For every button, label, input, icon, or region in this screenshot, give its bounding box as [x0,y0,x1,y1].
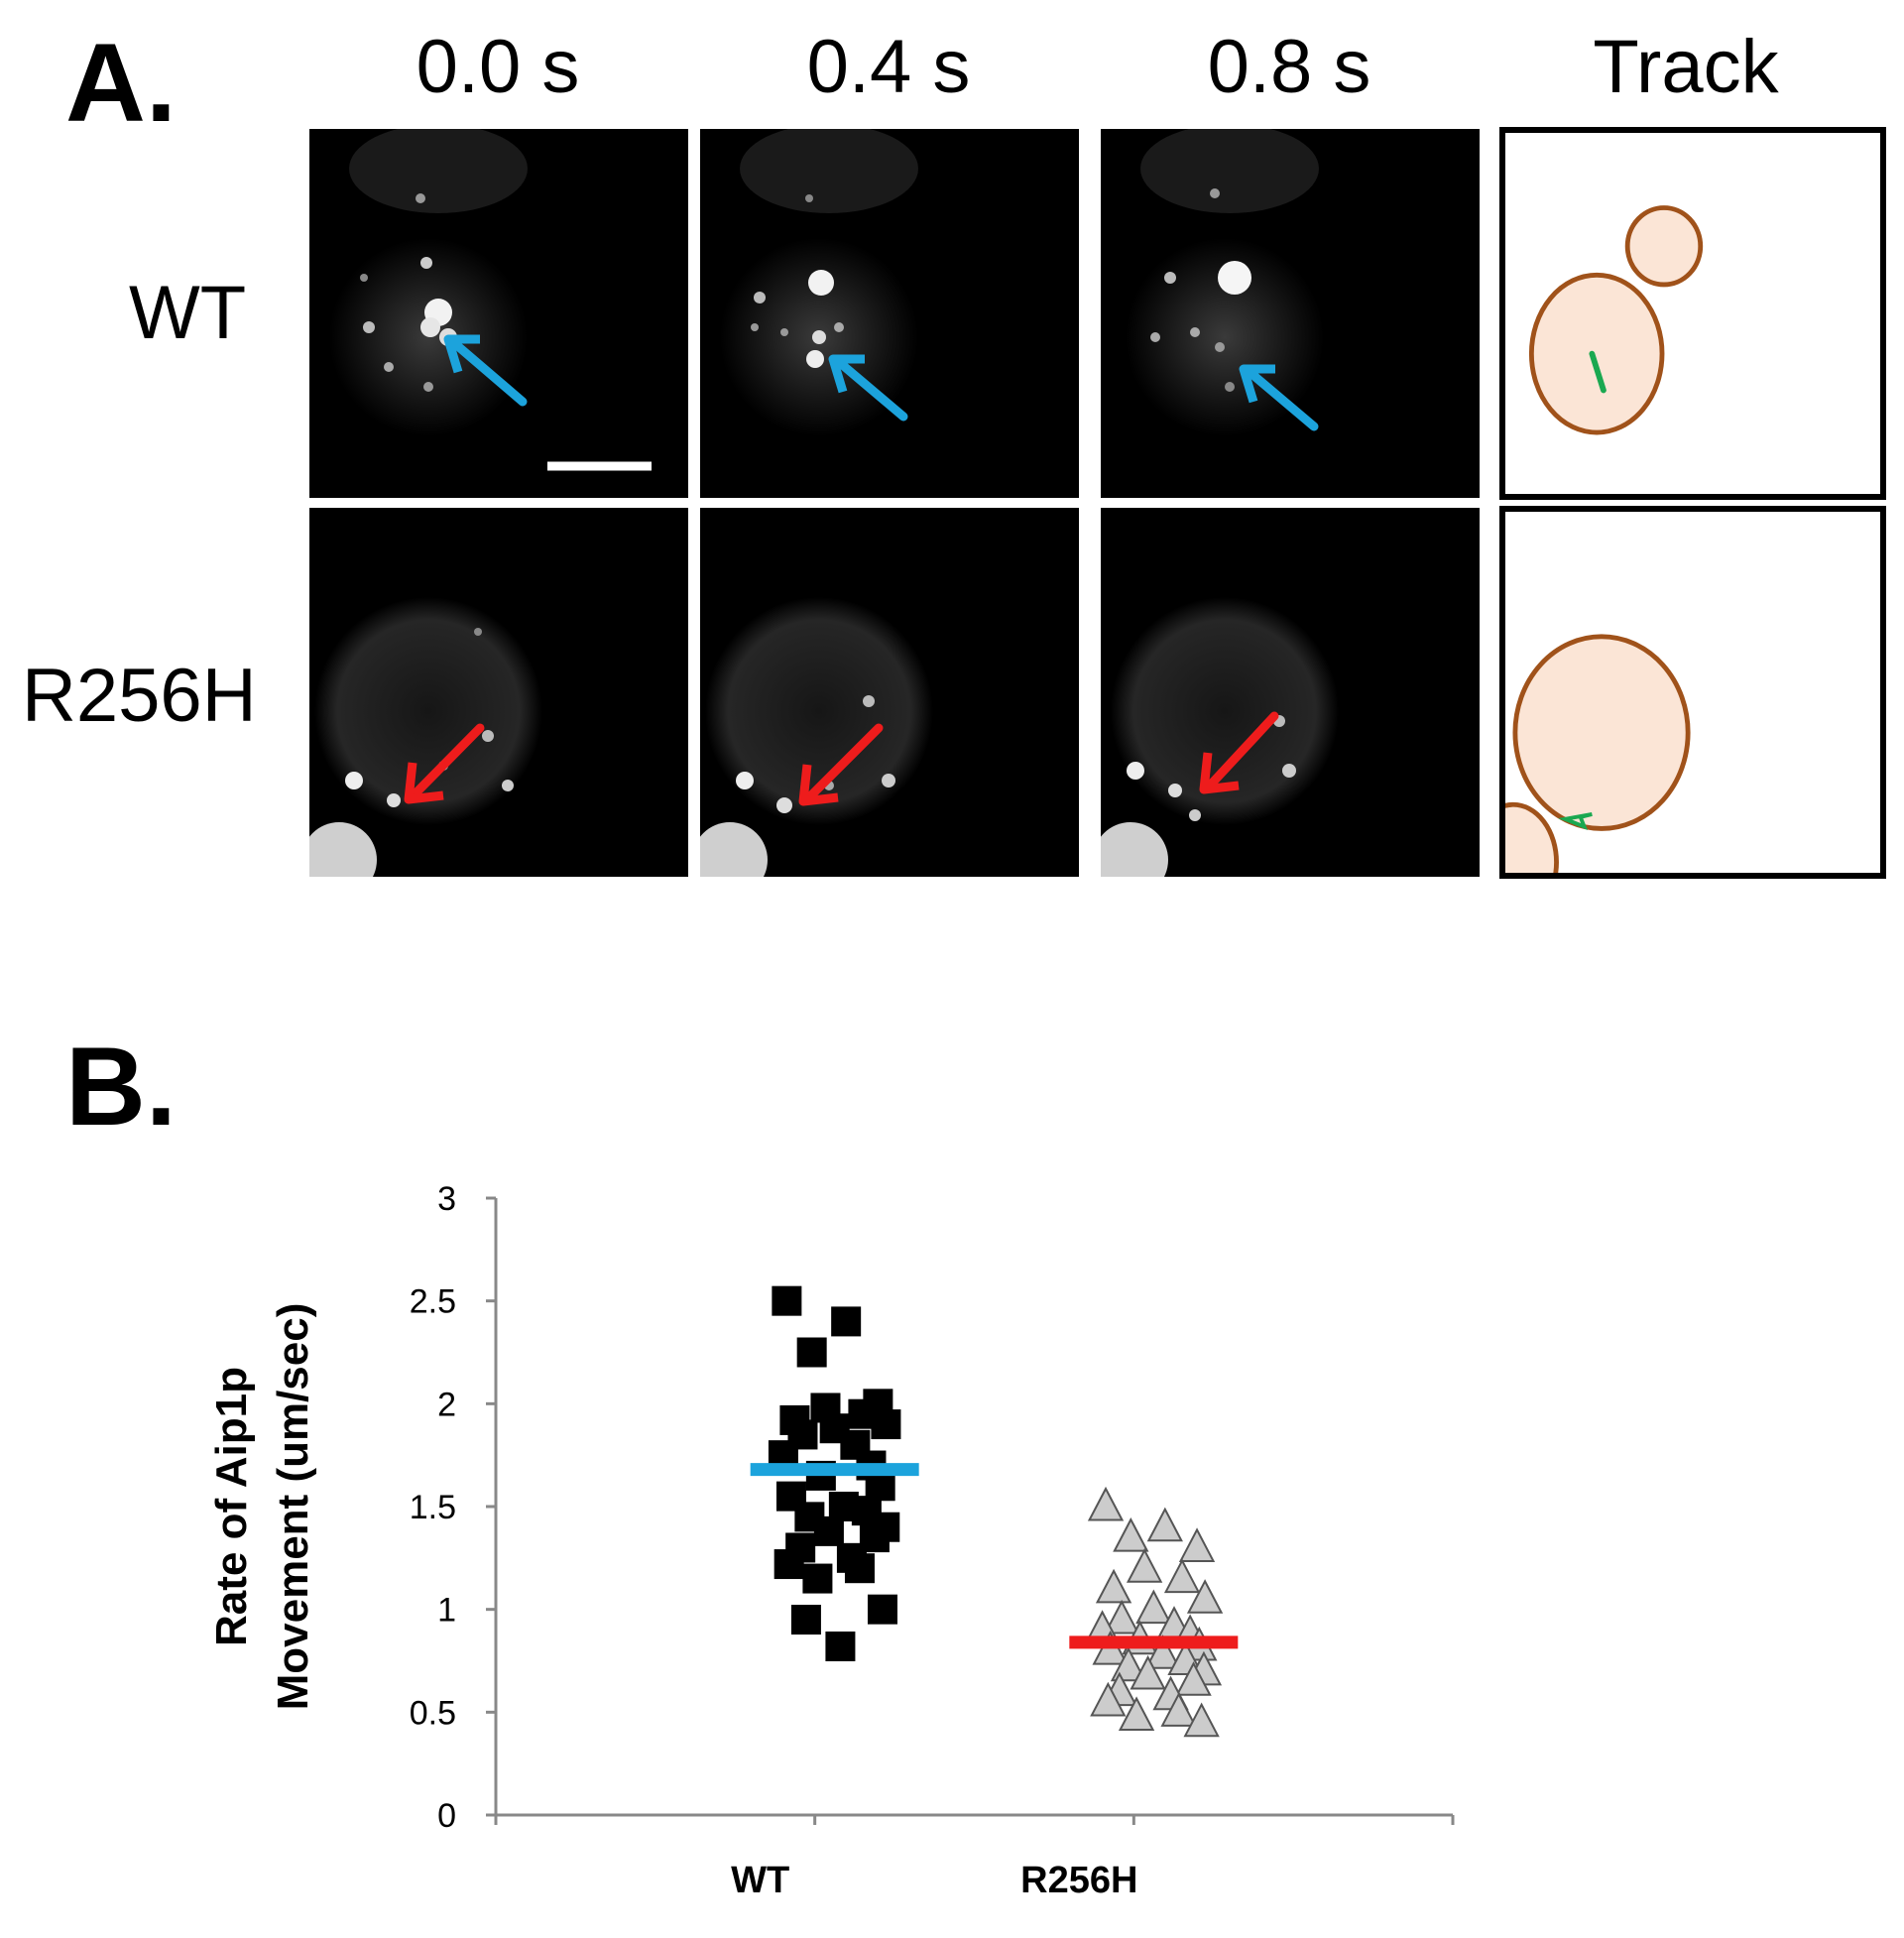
track-diagram-r256h [1499,506,1886,879]
data-point-r256h [1103,1599,1140,1635]
data-point-wt [825,1631,856,1661]
column-header-time-2: 0.8 s [1207,25,1371,109]
y-tick-label: 2 [437,1386,456,1423]
data-point-wt [790,1605,821,1635]
data-point-wt [871,1409,901,1440]
data-point-r256h [1175,1661,1212,1696]
data-point-wt [796,1337,827,1368]
mother-cell [1528,272,1665,435]
column-header-time-1: 0.4 s [806,25,971,109]
panel-b-label: B. [65,1025,177,1149]
column-header-time-0: 0.0 s [416,25,580,109]
data-point-r256h [1090,1681,1127,1717]
y-tick-label: 0.5 [410,1694,456,1732]
arrow-wt [448,337,528,407]
data-point-wt [772,1285,802,1316]
data-point-r256h [1144,1635,1181,1669]
data-point-r256h [1146,1507,1183,1542]
y-tick-label: 1.5 [410,1489,456,1526]
data-point-r256h [1183,1702,1220,1738]
micrograph-wt-0s [309,129,688,498]
y-axis-title: Movement (um/sec) [269,1303,317,1711]
track-diagram-wt [1499,127,1886,500]
scatter-chart: 0 0.5 1 1.5 2 2.5 3 WT R256H Rate of Aip1p Movemen… [207,1180,1455,1901]
data-point-r256h [1126,1548,1163,1583]
data-point-r256h [1087,1486,1125,1521]
data-point-r256h [1118,1696,1155,1731]
data-point-r256h [1178,1527,1216,1562]
bud-cell [1624,205,1704,288]
y-tick-label: 0 [437,1797,456,1835]
data-point-wt [802,1563,833,1594]
data-point-wt [774,1549,804,1580]
data-point-r256h [1135,1589,1172,1625]
x-category-label: WT [731,1860,789,1901]
y-tick-label: 1 [437,1592,456,1630]
y-tick-label: 3 [437,1180,456,1218]
micrograph-wt-04s [700,129,1079,498]
data-point-r256h [1163,1558,1201,1594]
track-line [1589,350,1606,394]
micrograph-r256h-0s [309,508,688,877]
y-tick-label: 2.5 [410,1283,456,1321]
micrograph-r256h-08s [1101,508,1480,877]
data-point-wt [813,1515,844,1546]
data-point-wt [831,1306,862,1337]
y-axis-title: Rate of Aip1p [207,1367,256,1646]
data-point-wt [844,1553,875,1584]
mother-cell [1512,634,1691,831]
track-line [1558,812,1593,831]
row-label-wt: WT [129,271,247,355]
micrograph-r256h-04s [700,508,1079,877]
row-label-r256h: R256H [22,654,257,738]
neighbor-cell [1505,801,1559,873]
arrow-r256h [409,723,485,800]
panel-a-label: A. [65,21,177,145]
data-point-r256h [1130,1654,1166,1690]
micrograph-wt-08s [1101,129,1480,498]
data-point-r256h [1095,1568,1132,1604]
x-category-label: R256H [1020,1860,1137,1901]
column-header-track: Track [1593,25,1779,109]
data-point-r256h [1113,1516,1149,1552]
data-point-r256h [1160,1692,1197,1727]
data-point-wt [867,1594,897,1625]
cell-body [329,238,528,436]
data-point-r256h [1110,1646,1147,1682]
data-point-r256h [1186,1579,1224,1614]
